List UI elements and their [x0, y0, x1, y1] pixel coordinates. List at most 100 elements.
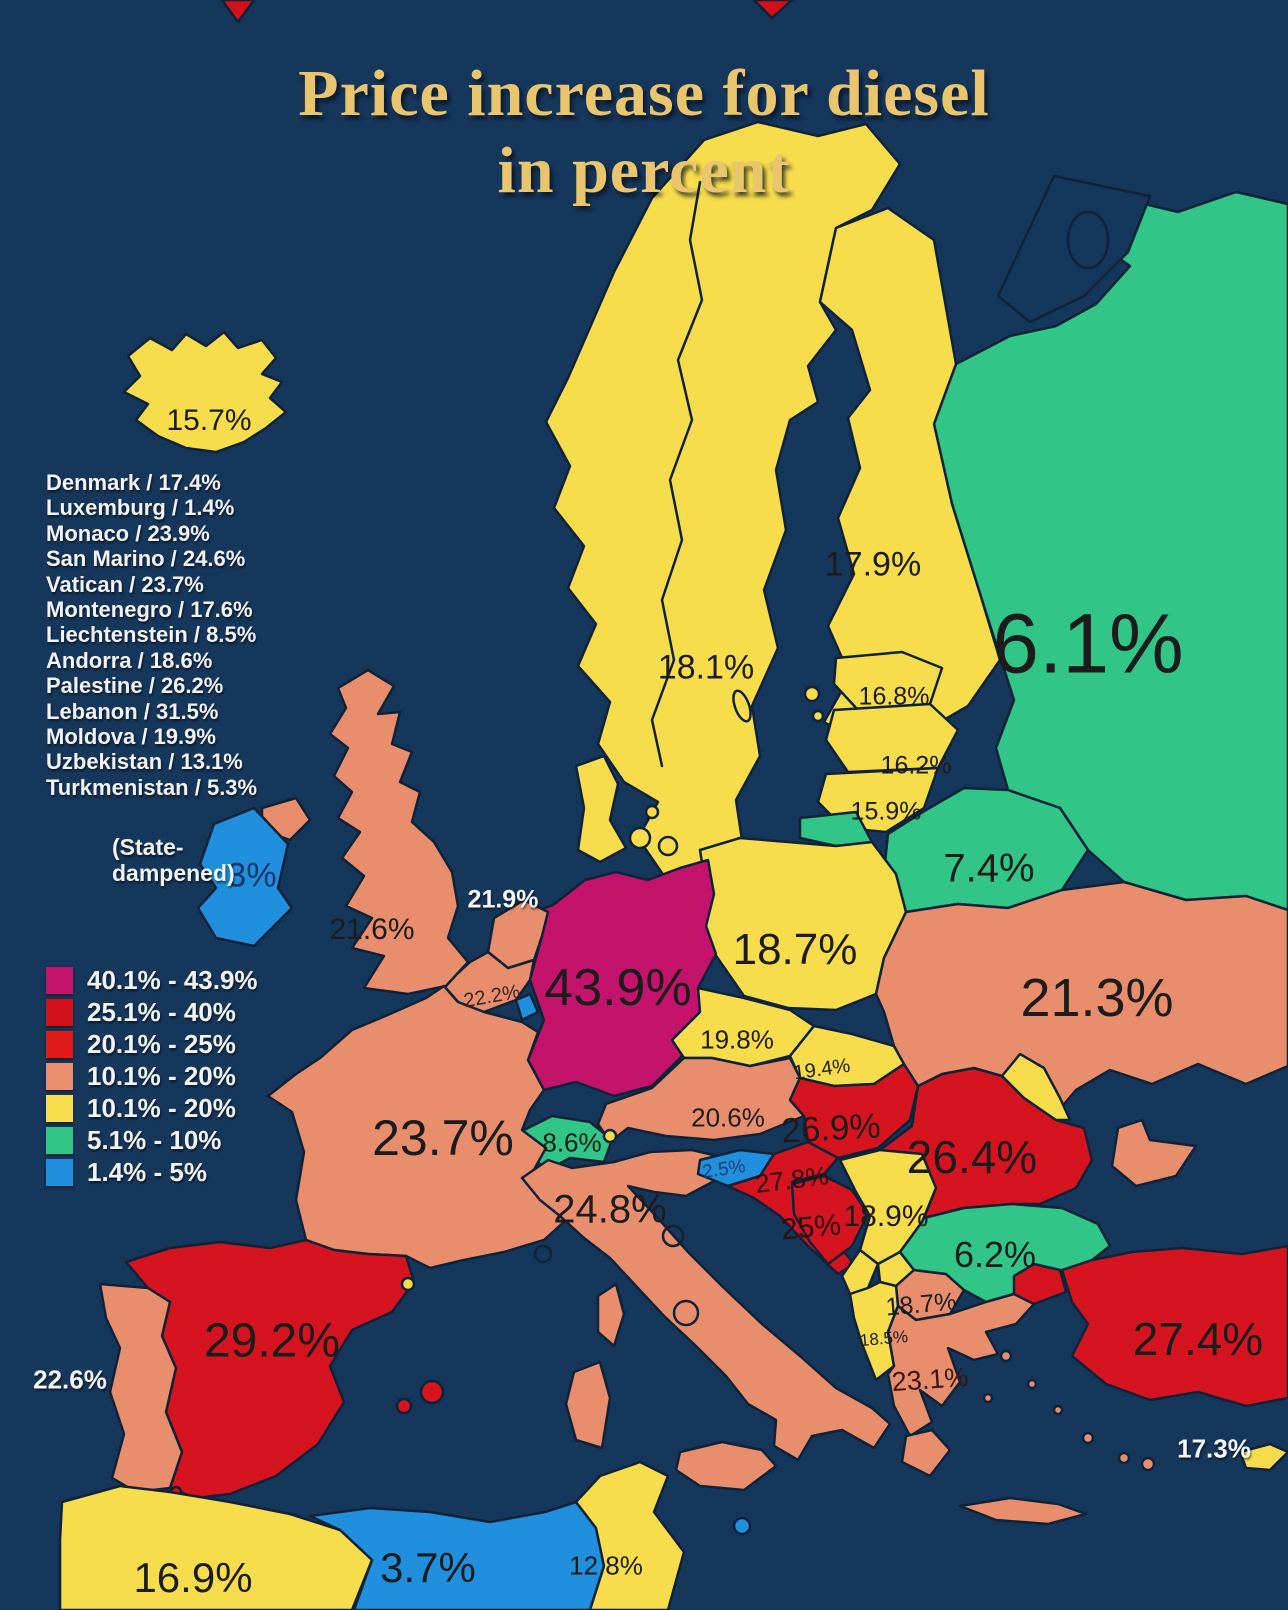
- map-label-germany: 43.9%: [544, 959, 692, 1017]
- country-shape-crimea: [1110, 1118, 1198, 1188]
- country-shape-ukraine: [874, 880, 1288, 1118]
- country-shape-luxembourg: [514, 992, 540, 1022]
- legend-swatch-dark-red: [46, 998, 73, 1026]
- ireland-state-dampened-note: (State- dampened): [112, 834, 235, 886]
- gotland-island: [732, 689, 752, 723]
- list-item: Lebanon / 31.5%: [46, 698, 219, 724]
- microstate-list: Denmark / 17.4% Luxemburg / 1.4% Monaco …: [46, 470, 257, 800]
- map-label-greece: 23.1%: [890, 1361, 970, 1398]
- denmark-island: [657, 835, 679, 857]
- legend-label: 1.4% - 5%: [87, 1156, 207, 1187]
- map-label-bulgaria: 6.2%: [953, 1234, 1037, 1275]
- country-shape-portugal: [98, 1282, 184, 1494]
- map-fragment: [220, 0, 256, 24]
- country-shape-crete: [958, 1496, 1088, 1526]
- map-label-bosnia: 25%: [779, 1208, 843, 1247]
- map-label-russia: 6.1%: [992, 596, 1184, 691]
- map-label-cyprus: 17.3%: [1177, 1433, 1251, 1464]
- list-item: Moldova / 19.9%: [46, 724, 216, 750]
- legend-row: 1.4% - 5%: [46, 1156, 258, 1188]
- country-shape-turkey-europe: [1012, 1262, 1068, 1306]
- map-label-italy: 24.8%: [553, 1187, 667, 1232]
- san-marino-ring: [661, 1224, 685, 1248]
- legend-swatch-red: [46, 1030, 73, 1058]
- legend-label: 10.1% - 20%: [87, 1092, 236, 1123]
- page-title: Price increase for diesel in percent: [0, 56, 1288, 209]
- list-item: Montenegro / 17.6%: [46, 597, 253, 623]
- legend-label: 10.1% - 20%: [87, 1060, 236, 1091]
- note-line-2: dampened): [112, 860, 235, 886]
- list-item: Vatican / 23.7%: [46, 571, 204, 597]
- aegean-island: [1026, 1378, 1038, 1390]
- balearic-island: [419, 1379, 445, 1405]
- aegean-island: [1052, 1404, 1064, 1416]
- color-legend: 40.1% - 43.9% 25.1% - 40% 20.1% - 25% 10…: [46, 964, 258, 1188]
- map-label-czechia: 19.8%: [700, 1024, 774, 1055]
- map-label-portugal: 22.6%: [33, 1364, 107, 1395]
- map-label-ukraine: 21.3%: [1020, 968, 1174, 1028]
- list-item: Turkmenistan / 5.3%: [46, 774, 258, 800]
- map-label-estonia: 16.8%: [858, 682, 930, 711]
- legend-row: 5.1% - 10%: [46, 1124, 258, 1156]
- country-shape-turkey: [1060, 1244, 1288, 1408]
- list-item: Uzbekistan / 13.1%: [46, 749, 243, 775]
- estonia-island: [803, 685, 821, 703]
- map-label-austria: 20.6%: [691, 1102, 765, 1133]
- note-line-1: (State-: [112, 834, 184, 860]
- country-shape-corsica: [596, 1282, 626, 1348]
- malta-dot: [732, 1516, 752, 1536]
- denmark-island: [644, 804, 660, 820]
- aegean-island: [1140, 1456, 1156, 1472]
- map-label-morocco: 16.9%: [133, 1554, 253, 1601]
- liechtenstein-dot: [602, 1128, 618, 1144]
- title-line-2: in percent: [497, 133, 791, 207]
- denmark-island: [628, 826, 652, 850]
- aegean-island: [1117, 1451, 1131, 1465]
- country-shape-bosnia: [790, 1174, 870, 1266]
- country-shape-peloponnese: [900, 1428, 952, 1478]
- map-label-hungary: 26.9%: [780, 1106, 882, 1151]
- norway-sweden-border: [650, 180, 704, 768]
- legend-swatch-yellow: [46, 1094, 73, 1122]
- legend-swatch-salmon: [46, 1062, 73, 1090]
- aegean-island: [982, 1392, 994, 1404]
- list-item: Palestine / 26.2%: [46, 673, 224, 699]
- legend-label: 20.1% - 25%: [87, 1028, 236, 1059]
- map-label-switzerland: 8.6%: [542, 1127, 602, 1158]
- country-shape-scandinavia: [544, 120, 902, 908]
- legend-swatch-magenta: [46, 966, 73, 994]
- legend-swatch-blue: [46, 1158, 73, 1186]
- legend-label: 40.1% - 43.9%: [87, 964, 258, 995]
- map-label-lithuania: 15.9%: [850, 797, 922, 826]
- legend-row: 10.1% - 20%: [46, 1060, 258, 1092]
- map-label-spain: 29.2%: [203, 1314, 341, 1368]
- white-sea-bay: [1066, 210, 1110, 270]
- map-label-iceland: 15.7%: [166, 404, 252, 437]
- country-shape-tunisia: [574, 1460, 686, 1610]
- country-shape-moldova: [1000, 1052, 1072, 1122]
- andorra-dot: [400, 1276, 416, 1292]
- map-label-sweden: 18.1%: [657, 648, 755, 687]
- country-shape-greece: [886, 1292, 1036, 1438]
- aegean-island: [999, 1349, 1013, 1363]
- country-shape-denmark: [574, 754, 628, 864]
- country-shape-poland: [698, 836, 908, 1012]
- list-item: Denmark / 17.4%: [46, 470, 221, 495]
- legend-row: 20.1% - 25%: [46, 1028, 258, 1060]
- map-label-algeria: 3.7%: [380, 1544, 476, 1591]
- country-shape-uk: [328, 668, 470, 996]
- map-label-belarus: 7.4%: [943, 846, 1035, 891]
- map-label-uk: 21.6%: [329, 913, 415, 946]
- country-shape-morocco: [58, 1484, 374, 1610]
- map-label-albania: 18.5%: [859, 1326, 909, 1351]
- estonia-island: [811, 709, 825, 723]
- map-label-ireland: 3%: [227, 856, 277, 895]
- map-label-north-macedonia: 18.7%: [884, 1287, 958, 1322]
- title-line-1: Price increase for diesel: [298, 57, 990, 130]
- legend-label: 25.1% - 40%: [87, 996, 236, 1027]
- balearic-island: [395, 1397, 413, 1415]
- list-item: San Marino / 24.6%: [46, 546, 246, 572]
- country-shape-montenegro: [840, 1248, 880, 1296]
